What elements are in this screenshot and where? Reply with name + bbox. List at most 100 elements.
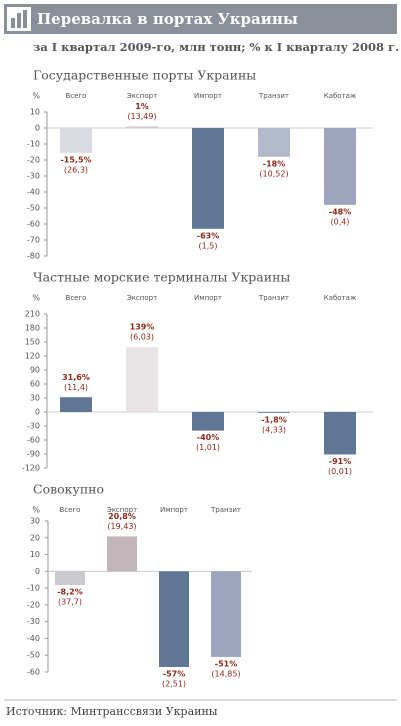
volume-label: (26,3) xyxy=(64,165,88,174)
y-tick-label: 60 xyxy=(30,380,40,389)
category-label: Импорт xyxy=(194,294,222,302)
y-tick-label: -30 xyxy=(27,422,40,431)
y-tick-label: -20 xyxy=(27,156,40,165)
y-axis-label: % xyxy=(32,506,40,515)
volume-label: (0,01) xyxy=(328,467,352,476)
category-label: Экспорт xyxy=(127,294,157,302)
category-label: Всего xyxy=(66,294,87,302)
volume-label: (10,52) xyxy=(259,169,288,178)
category-label: Транзит xyxy=(210,506,241,514)
y-tick-label: -90 xyxy=(27,450,40,459)
volume-label: (4,33) xyxy=(262,425,286,434)
y-tick-label: 20 xyxy=(30,533,40,542)
y-tick-label: 0 xyxy=(35,408,40,417)
volume-label: (19,43) xyxy=(107,522,136,531)
bar xyxy=(159,571,189,667)
y-tick-label: 10 xyxy=(30,108,40,117)
y-tick-label: 10 xyxy=(30,550,40,559)
y-tick-label: -50 xyxy=(27,204,40,213)
y-tick-label: -10 xyxy=(27,140,40,149)
bar xyxy=(60,128,92,153)
category-label: Всего xyxy=(60,506,81,514)
bar xyxy=(107,536,137,572)
bar xyxy=(258,412,290,413)
value-label: 20,8% xyxy=(108,512,136,521)
y-tick-label: -120 xyxy=(22,464,40,473)
value-label: -91% xyxy=(329,457,351,466)
header-icon xyxy=(23,10,27,28)
volume-label: (11,4) xyxy=(64,383,88,392)
value-label: -18% xyxy=(263,159,285,168)
category-label: Всего xyxy=(66,92,87,100)
y-tick-label: -80 xyxy=(27,252,40,261)
y-tick-label: -50 xyxy=(27,651,40,660)
y-axis-label: % xyxy=(32,92,40,101)
y-tick-label: -60 xyxy=(27,436,40,445)
source: Источник: Минтранссвязи Украины xyxy=(6,705,218,718)
bar xyxy=(126,347,158,412)
y-tick-label: -60 xyxy=(27,668,40,677)
category-label: Транзит xyxy=(258,294,289,302)
value-label: -63% xyxy=(197,231,219,240)
bar xyxy=(324,128,356,205)
header-icon xyxy=(17,13,21,28)
volume-label: (37,7) xyxy=(58,598,82,607)
bar xyxy=(258,128,290,157)
y-tick-label: 90 xyxy=(30,366,40,375)
value-label: -57% xyxy=(163,669,185,678)
chart-title: Частные морские терминалы Украины xyxy=(33,270,290,285)
category-label: Каботаж xyxy=(324,294,357,302)
y-tick-label: 30 xyxy=(30,394,40,403)
value-label: 1% xyxy=(135,102,149,111)
y-tick-label: 150 xyxy=(25,338,40,347)
y-tick-label: 120 xyxy=(25,352,40,361)
bar xyxy=(192,128,224,229)
bar xyxy=(211,571,241,657)
y-tick-label: -10 xyxy=(27,584,40,593)
y-tick-label: 0 xyxy=(35,124,40,133)
category-label: Каботаж xyxy=(324,92,357,100)
category-label: Экспорт xyxy=(127,92,157,100)
value-label: 31,6% xyxy=(62,373,90,382)
y-tick-label: -30 xyxy=(27,617,40,626)
value-label: -1,8% xyxy=(261,415,287,424)
y-tick-label: -60 xyxy=(27,220,40,229)
y-tick-label: -20 xyxy=(27,600,40,609)
chart-title: Совокупно xyxy=(33,482,104,497)
y-axis-label: % xyxy=(32,294,40,303)
y-tick-label: 210 xyxy=(25,310,40,319)
y-tick-label: -30 xyxy=(27,172,40,181)
volume-label: (2,51) xyxy=(162,679,186,688)
y-tick-label: -40 xyxy=(27,188,40,197)
category-label: Импорт xyxy=(194,92,222,100)
header-icon xyxy=(11,18,15,28)
category-label: Импорт xyxy=(160,506,188,514)
y-tick-label: -40 xyxy=(27,634,40,643)
y-tick-label: -70 xyxy=(27,236,40,245)
volume-label: (1,01) xyxy=(196,443,220,452)
volume-label: (0,4) xyxy=(331,217,350,226)
bar xyxy=(60,397,92,412)
y-tick-label: 30 xyxy=(30,517,40,526)
bar xyxy=(324,412,356,455)
value-label: -51% xyxy=(215,659,237,668)
category-label: Транзит xyxy=(258,92,289,100)
value-label: -8,2% xyxy=(57,588,83,597)
volume-label: (13,49) xyxy=(127,112,156,121)
title: Перевалка в портах Украины xyxy=(37,10,298,28)
bar xyxy=(126,126,158,128)
bar xyxy=(55,571,85,586)
value-label: -40% xyxy=(197,433,219,442)
volume-label: (14,85) xyxy=(211,669,240,678)
volume-label: (6,03) xyxy=(130,333,154,342)
value-label: 139% xyxy=(130,323,155,332)
y-tick-label: 180 xyxy=(25,324,40,333)
chart-title: Государственные порты Украины xyxy=(33,68,256,83)
category-label: Экспорт xyxy=(107,506,137,514)
volume-label: (1,5) xyxy=(199,241,218,250)
value-label: -15,5% xyxy=(60,155,91,164)
value-label: -48% xyxy=(329,207,351,216)
header-bar xyxy=(4,4,397,34)
subtitle: за I квартал 2009-го, млн тонн; % к I кв… xyxy=(33,40,399,54)
